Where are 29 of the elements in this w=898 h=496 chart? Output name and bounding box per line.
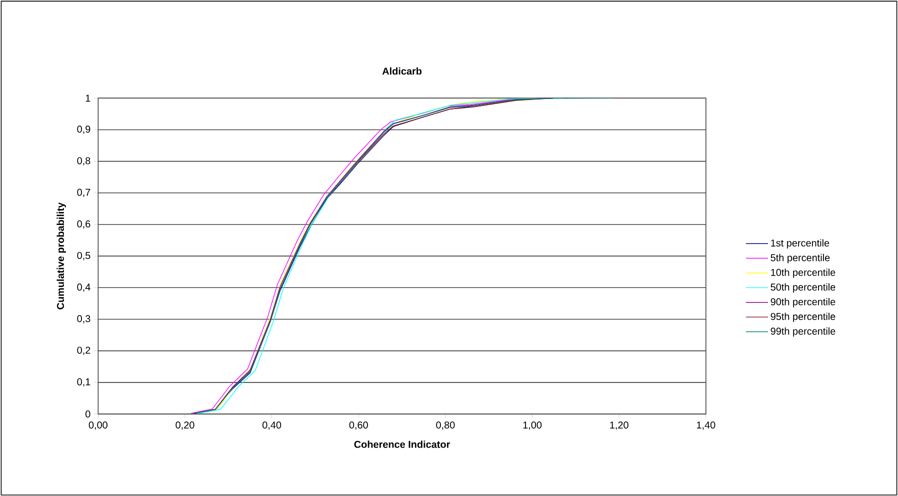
y-tick-label: 0,7 (77, 188, 90, 197)
y-tick-label: 0,2 (77, 346, 90, 355)
x-tick-label: 0,20 (176, 421, 194, 430)
legend-label: 10th percentile (771, 268, 836, 278)
y-tick-label: 0 (85, 410, 90, 418)
legend-label: 90th percentile (770, 298, 836, 308)
y-tick-label: 0,4 (77, 283, 90, 292)
x-tick-label: 0,80 (436, 421, 455, 430)
legend-label: 95th percentile (770, 312, 836, 322)
legend-label: 99th percentile (770, 327, 836, 337)
chart-title: Aldicarb (382, 67, 422, 75)
x-tick-label: 0,00 (88, 421, 108, 430)
y-tick-label: 0,3 (77, 315, 90, 324)
y-tick-label: 1 (86, 94, 90, 102)
y-axis-title: Cumulative probability (56, 202, 66, 310)
legend-label: 50th percentile (770, 283, 836, 293)
y-tick-label: 0,6 (77, 220, 90, 229)
y-tick-label: 0,5 (77, 252, 90, 260)
y-tick-label: 0,9 (77, 126, 90, 134)
x-tick-label: 0,60 (349, 421, 368, 430)
legend-label: 1st percentile (771, 239, 830, 248)
x-tick-label: 1,40 (696, 421, 716, 430)
y-tick-label: 0,1 (77, 378, 90, 386)
y-tick-label: 0,8 (77, 157, 90, 166)
x-tick-label: 1,20 (610, 421, 628, 430)
x-axis-title: Coherence Indicator (354, 440, 450, 448)
x-tick-label: 0,40 (262, 421, 282, 430)
legend-label: 5th percentile (770, 254, 830, 264)
x-tick-label: 1,00 (523, 421, 542, 430)
